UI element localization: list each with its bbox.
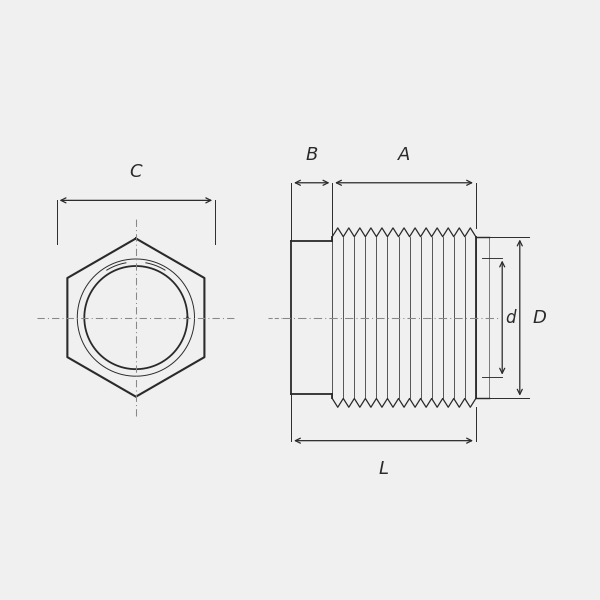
Text: C: C xyxy=(130,163,142,181)
Text: d: d xyxy=(505,308,515,326)
Text: A: A xyxy=(398,146,410,164)
Text: L: L xyxy=(379,460,389,478)
Text: D: D xyxy=(533,308,547,326)
Text: B: B xyxy=(305,146,318,164)
